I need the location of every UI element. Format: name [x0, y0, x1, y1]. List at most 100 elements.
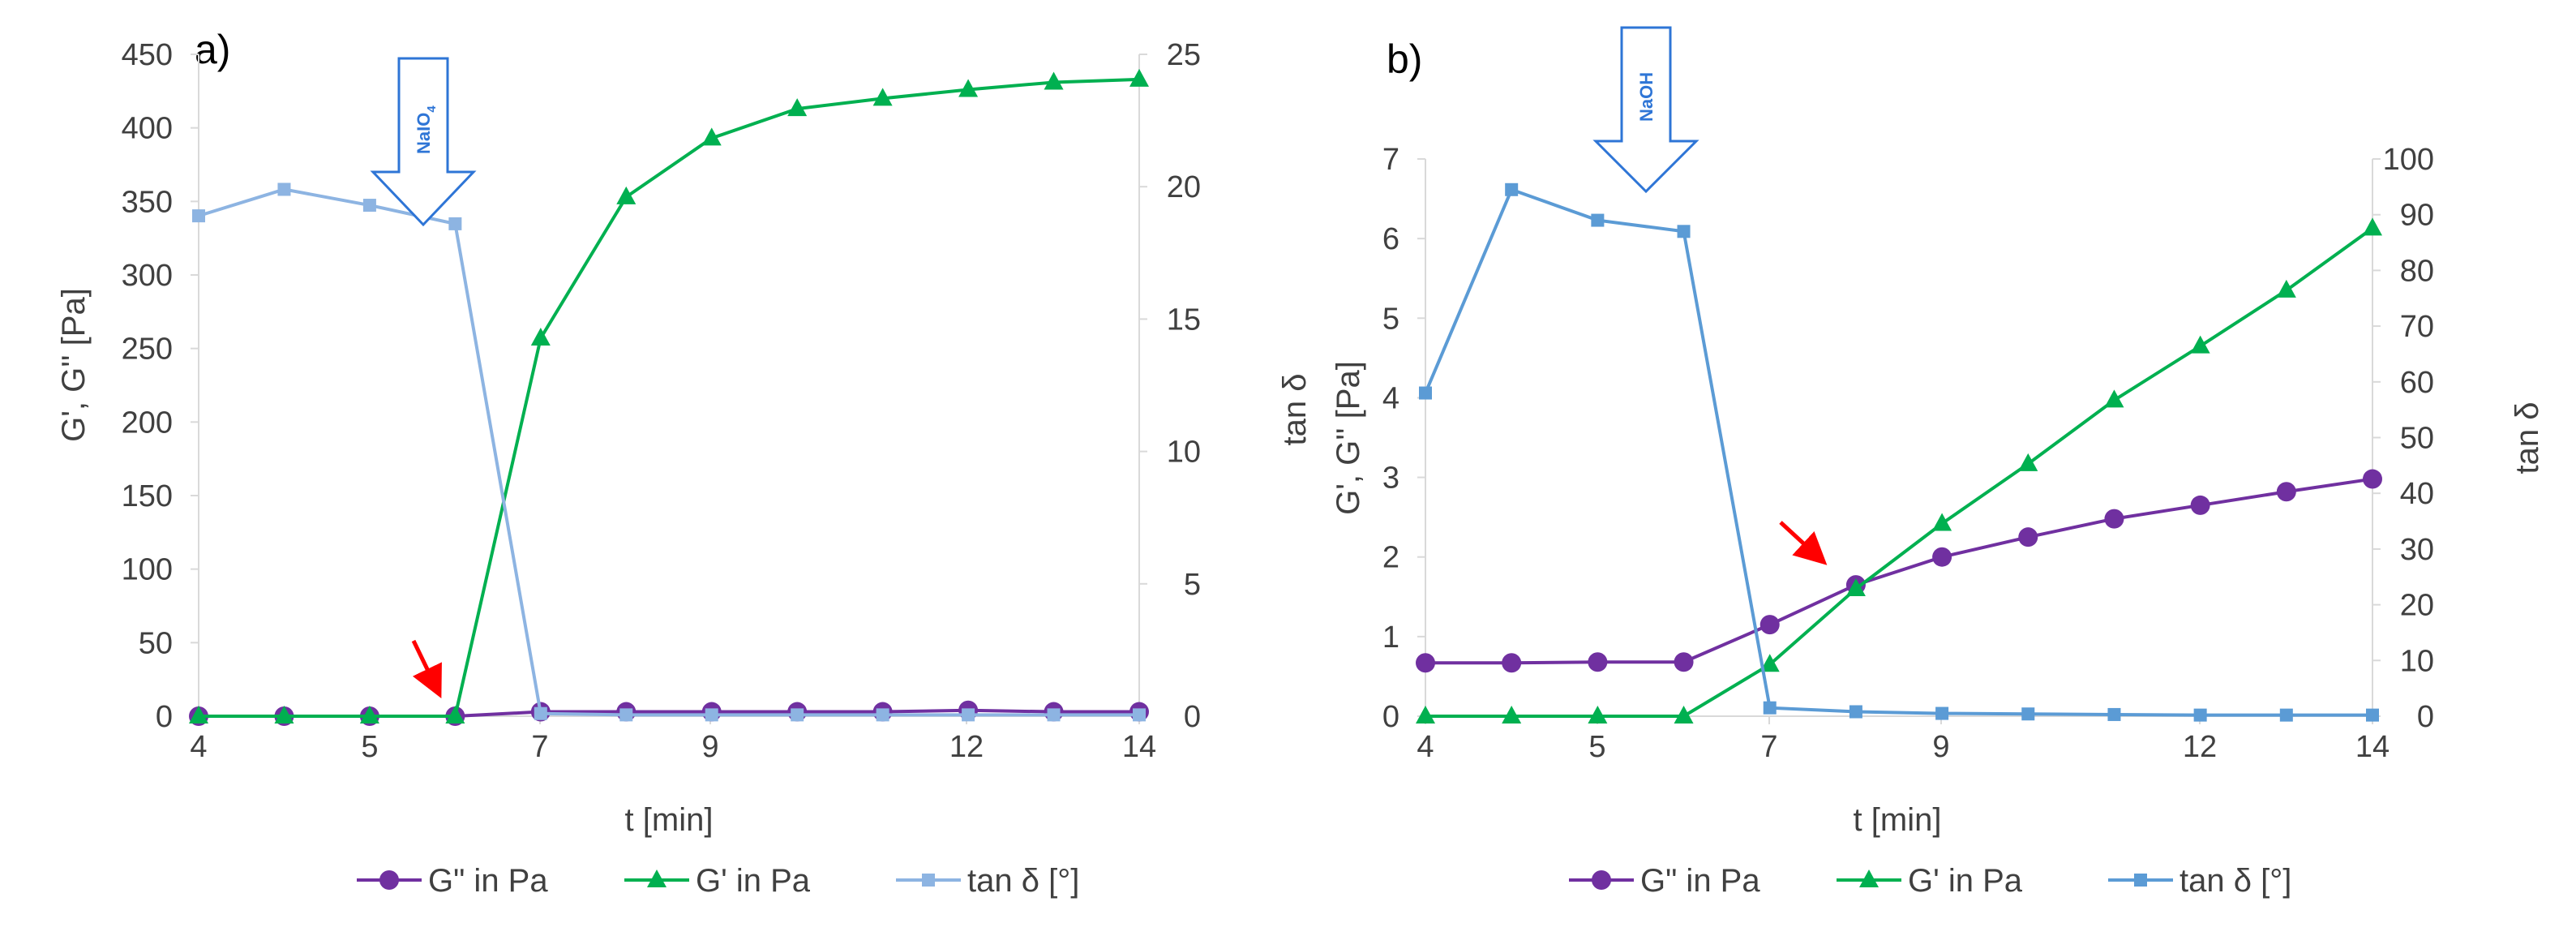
data-point-square: [192, 209, 205, 223]
arrow-label-naoh: NaOH: [1636, 72, 1657, 122]
data-point-circle: [1416, 653, 1435, 673]
y-tick-label: 50: [139, 626, 173, 660]
axes-a: 0 50 100 150 200 250 300 350 400 450 0 5 10 15 20 25 4 5 7…: [122, 38, 1201, 764]
data-point-square: [1935, 706, 1949, 720]
series-line-triangle: [199, 77, 1140, 718]
data-point-triangle: [2363, 217, 2382, 236]
x-tick-label: 5: [361, 730, 378, 764]
data-point-triangle: [1759, 654, 1780, 672]
data-point-circle: [1674, 652, 1694, 672]
legend-marker-triangle: [1859, 869, 1879, 887]
data-point-circle: [2018, 527, 2038, 547]
x-tick-label: 12: [2183, 730, 2217, 764]
arrow-label-naio4: NaIO4: [414, 105, 439, 154]
data-point-circle: [1759, 615, 1780, 635]
y2-axis-title-a: tan δ: [1277, 374, 1313, 446]
legend-marker-square: [922, 874, 935, 887]
y2-tick-label: 15: [1167, 303, 1201, 337]
legend-marker-circle: [379, 870, 399, 890]
y2-tick-label: 80: [2400, 254, 2434, 288]
y-tick-label: 350: [122, 185, 173, 219]
data-point-triangle: [701, 127, 722, 146]
legend-marker-square: [2134, 874, 2147, 887]
data-point-square: [2021, 707, 2035, 721]
legend-a: G" in Pa G' in Pa tan δ [°]: [357, 863, 1079, 899]
y-tick-label: 1: [1382, 620, 1399, 655]
chart-panel-b: b) G', G'' [Pa] tan δ t [min] 0123456701…: [1331, 26, 2545, 838]
y2-tick-label: 30: [2400, 533, 2434, 567]
y2-tick-label: 25: [1167, 38, 1201, 72]
data-point-triangle: [1416, 706, 1435, 723]
y-tick-label: 5: [1382, 302, 1399, 336]
data-point-square: [619, 708, 633, 722]
data-point-circle: [2104, 509, 2124, 529]
y-tick-label: 3: [1382, 462, 1399, 496]
red-arrow-a: [411, 639, 442, 699]
data-point-triangle: [1674, 706, 1694, 723]
x-tick-label: 9: [1932, 730, 1949, 764]
data-point-square: [962, 708, 975, 722]
data-point-square: [1505, 182, 1519, 196]
x-tick-label: 5: [1588, 730, 1605, 764]
data-point-triangle: [958, 79, 979, 97]
data-point-square: [1763, 701, 1777, 715]
legend-label: G" in Pa: [1640, 863, 1760, 899]
y2-tick-label: 100: [2383, 143, 2434, 177]
data-point-square: [1133, 708, 1146, 722]
y-tick-label: 100: [122, 553, 173, 587]
series-line-circle: [1425, 477, 2373, 665]
legend-label: G' in Pa: [1908, 863, 2023, 899]
y-tick-label: 4: [1382, 381, 1399, 415]
panel-label-a: a): [195, 27, 230, 72]
data-point-triangle: [359, 706, 379, 723]
data-point-circle: [1502, 653, 1522, 673]
data-point-square: [1677, 225, 1691, 238]
data-point-triangle: [445, 706, 465, 723]
x-axis-title-b: t [min]: [1854, 802, 1942, 838]
chart-panel-a: a) G', G'' [Pa] tan δ t [min] 0501001502…: [56, 27, 1313, 838]
data-point-square: [277, 182, 291, 196]
down-arrow-icon: [370, 57, 477, 227]
data-point-square: [1849, 705, 1862, 719]
data-point-triangle: [787, 98, 808, 117]
y2-tick-label: 10: [1167, 436, 1201, 470]
x-tick-label: 4: [190, 730, 207, 764]
data-point-triangle: [616, 186, 636, 204]
data-point-square: [705, 708, 718, 722]
data-point-triangle: [1588, 706, 1608, 723]
y-tick-label: 2: [1382, 541, 1399, 575]
legend-label: G" in Pa: [428, 863, 548, 899]
y-axis-title-a: G', G'' [Pa]: [56, 288, 92, 442]
red-arrow-b: [1779, 521, 1828, 565]
data-point-triangle: [1129, 68, 1149, 87]
data-point-triangle: [1502, 706, 1522, 723]
data-point-circle: [2363, 469, 2382, 489]
data-point-triangle: [1044, 71, 1064, 90]
data-point-triangle: [872, 88, 893, 106]
y2-tick-label: 0: [1184, 700, 1201, 734]
annotation-arrow-naoh: NaOH: [1592, 26, 1699, 194]
legend-label: tan δ [°]: [967, 863, 1079, 899]
x-tick-label: 14: [2355, 730, 2390, 764]
y-tick-label: 250: [122, 333, 173, 367]
y2-tick-label: 5: [1184, 568, 1201, 602]
data-point-square: [2366, 708, 2379, 722]
data-point-square: [534, 706, 547, 720]
y2-tick-label: 20: [2400, 589, 2434, 623]
data-point-circle: [1932, 547, 1952, 567]
data-point-square: [2193, 708, 2207, 722]
x-tick-label: 9: [701, 730, 718, 764]
data-point-triangle: [2190, 335, 2210, 354]
data-point-square: [876, 708, 889, 722]
data-point-triangle: [530, 327, 551, 346]
legend-marker-circle: [1592, 870, 1611, 890]
data-point-square: [1419, 386, 1432, 400]
legend-marker-triangle: [647, 869, 667, 887]
y2-axis-title-b: tan δ: [2510, 402, 2545, 474]
y-tick-label: 400: [122, 112, 173, 146]
data-point-circle: [2276, 482, 2296, 502]
data-point-square: [448, 217, 462, 230]
y-tick-label: 7: [1382, 143, 1399, 177]
